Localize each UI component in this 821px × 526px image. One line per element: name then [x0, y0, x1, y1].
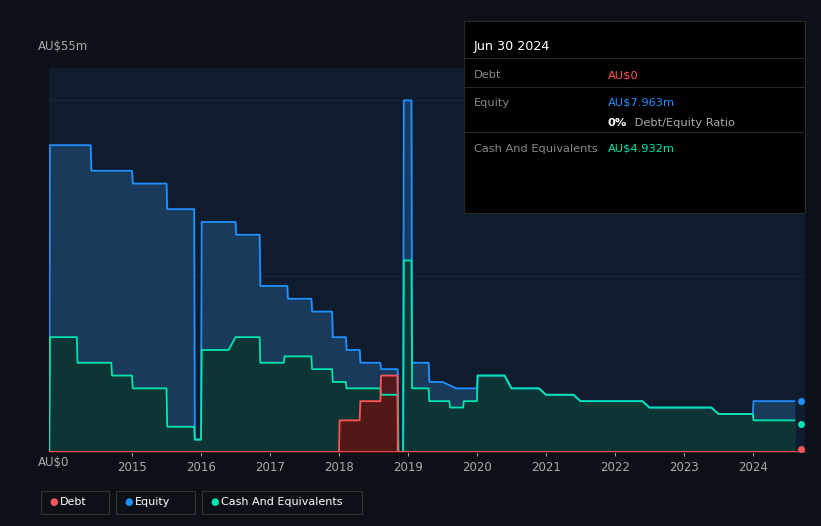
Text: AU$4.932m: AU$4.932m: [608, 144, 674, 154]
Text: Equity: Equity: [135, 497, 170, 508]
Text: AU$7.963m: AU$7.963m: [608, 97, 675, 108]
Text: Equity: Equity: [474, 97, 510, 108]
Text: AU$0: AU$0: [38, 456, 69, 469]
Text: 0%: 0%: [608, 117, 626, 128]
Text: Jun 30 2024: Jun 30 2024: [474, 40, 550, 53]
Text: ●: ●: [49, 497, 57, 508]
Text: Debt: Debt: [60, 497, 87, 508]
Text: Cash And Equivalents: Cash And Equivalents: [221, 497, 342, 508]
Text: Debt/Equity Ratio: Debt/Equity Ratio: [631, 117, 735, 128]
Text: AU$0: AU$0: [608, 70, 638, 80]
Text: Debt: Debt: [474, 70, 501, 80]
Text: ●: ●: [210, 497, 218, 508]
Text: ●: ●: [124, 497, 132, 508]
Text: AU$55m: AU$55m: [38, 40, 88, 53]
Text: Cash And Equivalents: Cash And Equivalents: [474, 144, 598, 154]
